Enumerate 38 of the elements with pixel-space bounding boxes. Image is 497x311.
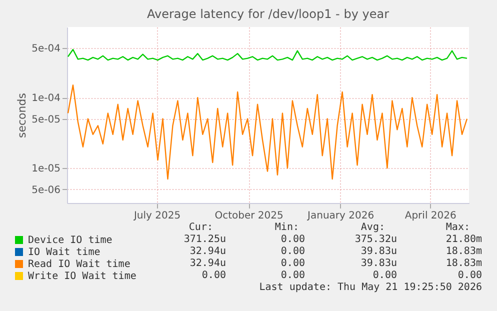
legend-label: Write IO Wait time: [28, 271, 136, 282]
text: Max:: [446, 222, 470, 234]
text: 0.00: [280, 270, 305, 282]
text: 39.83u: [360, 258, 397, 270]
y-axis-title: seconds: [16, 92, 29, 138]
text: 375.32u: [354, 234, 397, 246]
text: 21.80m: [446, 234, 482, 246]
line-series: [67, 84, 468, 180]
text: 0.00: [458, 270, 482, 282]
y-tick-label: 5e-06: [32, 184, 60, 196]
text: 32.94u: [190, 258, 226, 270]
x-tick-label: January 2026: [306, 210, 374, 222]
y-tick-label: 1e-04: [32, 93, 60, 104]
y-tick-label: 5e-05: [32, 114, 60, 126]
legend-label: Device IO time: [28, 235, 112, 246]
y-tick-label: 5e-04: [32, 44, 60, 55]
text: Min:: [274, 222, 299, 234]
x-tick-label: April 2026: [404, 210, 456, 222]
text: 18.83m: [446, 258, 482, 270]
legend-label: Read IO Wait time: [28, 259, 130, 270]
line-series: [67, 48, 468, 61]
text: Avg:: [360, 222, 385, 234]
text: Cur:: [188, 222, 213, 234]
text: 32.94u: [190, 246, 226, 258]
text: 39.83u: [360, 246, 397, 258]
text: Last update: Thu May 21 19:25:50 2026: [259, 282, 482, 294]
legend-label: IO Wait time: [28, 247, 100, 258]
x-tick-label: July 2025: [132, 210, 181, 222]
text: 0.00: [280, 258, 305, 270]
text: 371.25u: [184, 234, 226, 246]
text: 0.00: [202, 270, 226, 282]
chart-title: Average latency for /dev/loop1 - by year: [146, 7, 390, 21]
text: 0.00: [280, 246, 305, 258]
y-tick-label: 1e-05: [32, 164, 60, 175]
x-tick-label: October 2025: [214, 210, 284, 222]
text: 0.00: [372, 270, 397, 282]
text: 18.83m: [446, 246, 482, 258]
text: 0.00: [280, 234, 305, 246]
